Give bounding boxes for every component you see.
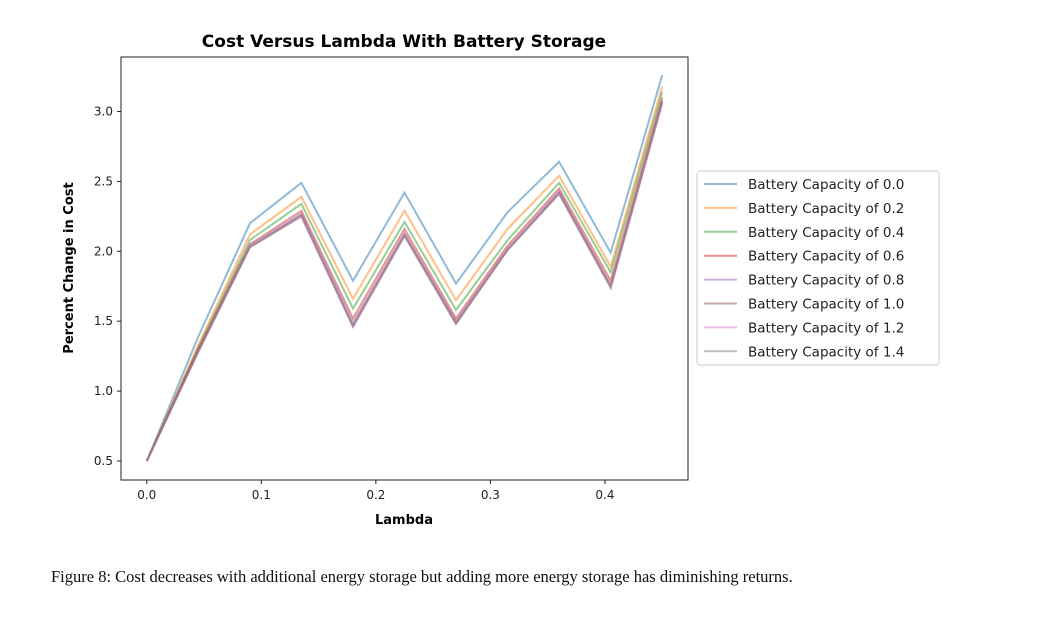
chart-title: Cost Versus Lambda With Battery Storage [202,32,606,52]
figure-caption: Figure 8: Cost decreases with additional… [51,567,793,586]
x-axis: 0.0 0.1 0.2 0.3 0.4 [137,480,615,502]
series-line-0 [145,74,664,462]
legend-label: Battery Capacity of 0.0 [748,177,904,193]
legend-label: Battery Capacity of 0.6 [748,249,904,265]
series-line-1 [145,86,664,462]
x-tick-label: 0.1 [252,488,271,502]
x-axis-label: Lambda [375,513,433,528]
x-tick-label: 0.3 [481,488,500,502]
axes-frame [120,56,689,481]
legend-label: Battery Capacity of 0.2 [748,201,904,217]
x-tick-label: 0.0 [137,488,156,502]
line-chart: Cost Versus Lambda With Battery Storage … [62,32,940,528]
plot-area [145,74,664,462]
y-tick-label: 2.5 [94,174,113,188]
y-tick-label: 1.5 [94,314,113,328]
legend-label: Battery Capacity of 0.4 [748,225,904,241]
y-tick-label: 2.0 [94,244,113,258]
legend-label: Battery Capacity of 1.2 [748,320,904,336]
legend-label: Battery Capacity of 1.4 [748,344,904,360]
series-line-2 [145,91,664,462]
legend: Battery Capacity of 0.0 Battery Capacity … [696,170,940,366]
legend-box [696,170,940,366]
y-axis-label: Percent Change in Cost [62,182,77,353]
x-tick-label: 0.2 [366,488,385,502]
series-line-7 [145,102,664,462]
legend-label: Battery Capacity of 0.8 [748,273,904,289]
legend-label: Battery Capacity of 1.0 [748,297,904,313]
y-tick-label: 3.0 [94,105,113,119]
y-axis: 0.5 1.0 1.5 2.0 2.5 3.0 [94,105,121,468]
y-tick-label: 0.5 [94,454,113,468]
x-tick-label: 0.4 [595,488,614,502]
y-tick-label: 1.0 [94,384,113,398]
